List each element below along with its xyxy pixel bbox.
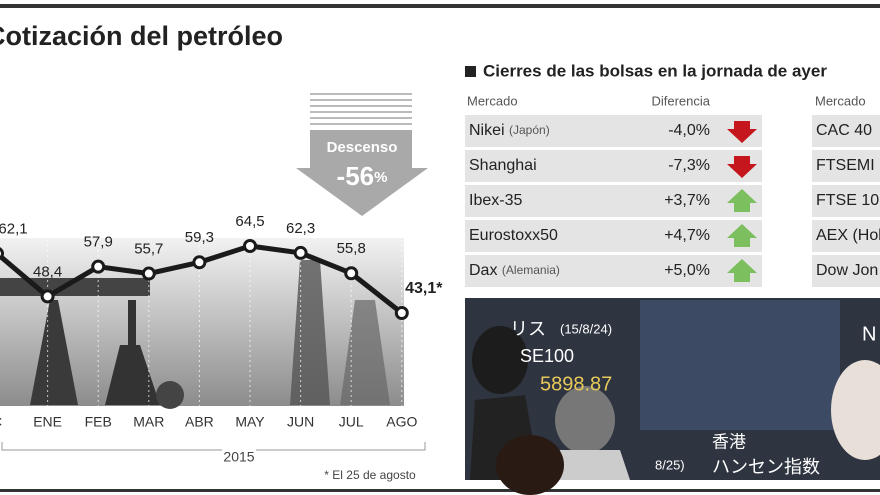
value-label: 55,7 — [134, 241, 163, 258]
board-text: リス — [510, 319, 546, 339]
board-text: 8/25) — [655, 457, 685, 472]
value-label: 57,9 — [84, 234, 113, 251]
arrow-down — [727, 121, 757, 143]
x-tick-label: C — [0, 414, 2, 430]
market-name: CAC 40 — [816, 122, 872, 139]
value-label: 48,4 — [33, 263, 62, 280]
market-label: Dax — [469, 262, 497, 279]
arrow-down — [727, 156, 757, 178]
title: Cotización del petróleo — [0, 21, 283, 51]
x-tick-label: ENE — [33, 414, 62, 430]
header: Mercado — [815, 93, 866, 108]
x-tick-label: ABR — [185, 414, 214, 430]
point — [344, 266, 359, 281]
arrow-up — [727, 189, 757, 212]
market-label: Eurostoxx50 — [469, 227, 558, 244]
header: Mercado — [467, 93, 518, 108]
x-tick-label: JUL — [339, 414, 364, 430]
value-label: 62,3 — [286, 220, 315, 237]
market-name: Shanghai — [469, 157, 537, 174]
market-note: (Japón) — [509, 123, 550, 137]
market-label: Shanghai — [469, 157, 537, 174]
table-title: Cierres de las bolsas en la jornada de a… — [483, 61, 827, 80]
change-unit: % — [374, 169, 387, 186]
x-tick-label: FEB — [85, 414, 112, 430]
market-name: Eurostoxx50 — [469, 227, 558, 244]
board-text: ハンセン指数 — [712, 457, 820, 477]
descent-arrow: Descenso -56% — [296, 93, 428, 216]
market-note: (Alemania) — [502, 263, 560, 277]
board-text: 香港 — [712, 432, 746, 451]
market-change: +5,0% — [664, 262, 710, 279]
year-label: 2015 — [223, 449, 254, 465]
market-name: AEX (Hol — [816, 227, 880, 244]
row-bg — [465, 115, 762, 147]
arrow-up — [727, 224, 757, 247]
board-text: N — [862, 323, 876, 345]
row-bg — [465, 185, 762, 217]
row-bg — [812, 150, 880, 182]
market-change: -7,3% — [668, 157, 710, 174]
point — [141, 266, 156, 281]
row-bg — [465, 220, 762, 252]
point — [91, 259, 106, 274]
point — [394, 306, 409, 320]
arrow-label: Descenso — [327, 139, 398, 156]
row-bg — [812, 220, 880, 252]
market-label: Nikei — [469, 122, 505, 139]
market-label: Ibex-35 — [469, 192, 522, 209]
market-name: Ibex-35 — [469, 192, 522, 209]
table-bullet — [465, 66, 476, 77]
market-name: FTSEMI — [816, 157, 875, 174]
row-bg — [812, 115, 880, 147]
footnote: * El 25 de agosto — [324, 468, 416, 482]
market-name: Nikei (Japón) — [469, 122, 550, 139]
point — [243, 239, 257, 253]
point — [293, 245, 308, 260]
year-bracket — [1, 442, 426, 451]
change-value: -56 — [337, 161, 375, 191]
value-label: 43,1* — [405, 280, 443, 297]
bottom-rule — [0, 489, 880, 492]
board-text: SE100 — [520, 346, 574, 366]
market-change: -4,0% — [668, 122, 710, 139]
point — [40, 289, 55, 304]
top-rule — [0, 4, 880, 8]
market-name: Dow Jon — [816, 262, 878, 279]
row-bg — [465, 150, 762, 182]
value-label: 55,8 — [337, 240, 366, 257]
board-text: 5898.87 — [540, 373, 612, 395]
x-tick-label: MAR — [133, 414, 164, 430]
market-change: +3,7% — [664, 192, 710, 209]
header: Diferencia — [651, 93, 710, 108]
value-label: 64,5 — [235, 213, 264, 230]
row-bg — [812, 185, 880, 217]
point — [192, 255, 207, 270]
value-label: 62,1 — [0, 220, 28, 237]
value-label: 59,3 — [185, 229, 214, 246]
x-tick-label: JUN — [287, 414, 314, 430]
x-tick-label: MAY — [235, 414, 265, 430]
year-gap — [222, 449, 256, 465]
market-change: +4,7% — [664, 227, 710, 244]
change-label: -56% — [337, 161, 388, 191]
x-tick-label: AGO — [386, 414, 417, 430]
row-bg — [812, 255, 880, 287]
market-name: Dax (Alemania) — [469, 262, 560, 279]
market-name: FTSE 10 — [816, 192, 879, 209]
arrow-up — [727, 259, 757, 282]
point — [0, 247, 4, 260]
board-text: (15/8/24) — [560, 321, 612, 336]
row-bg — [465, 255, 762, 287]
